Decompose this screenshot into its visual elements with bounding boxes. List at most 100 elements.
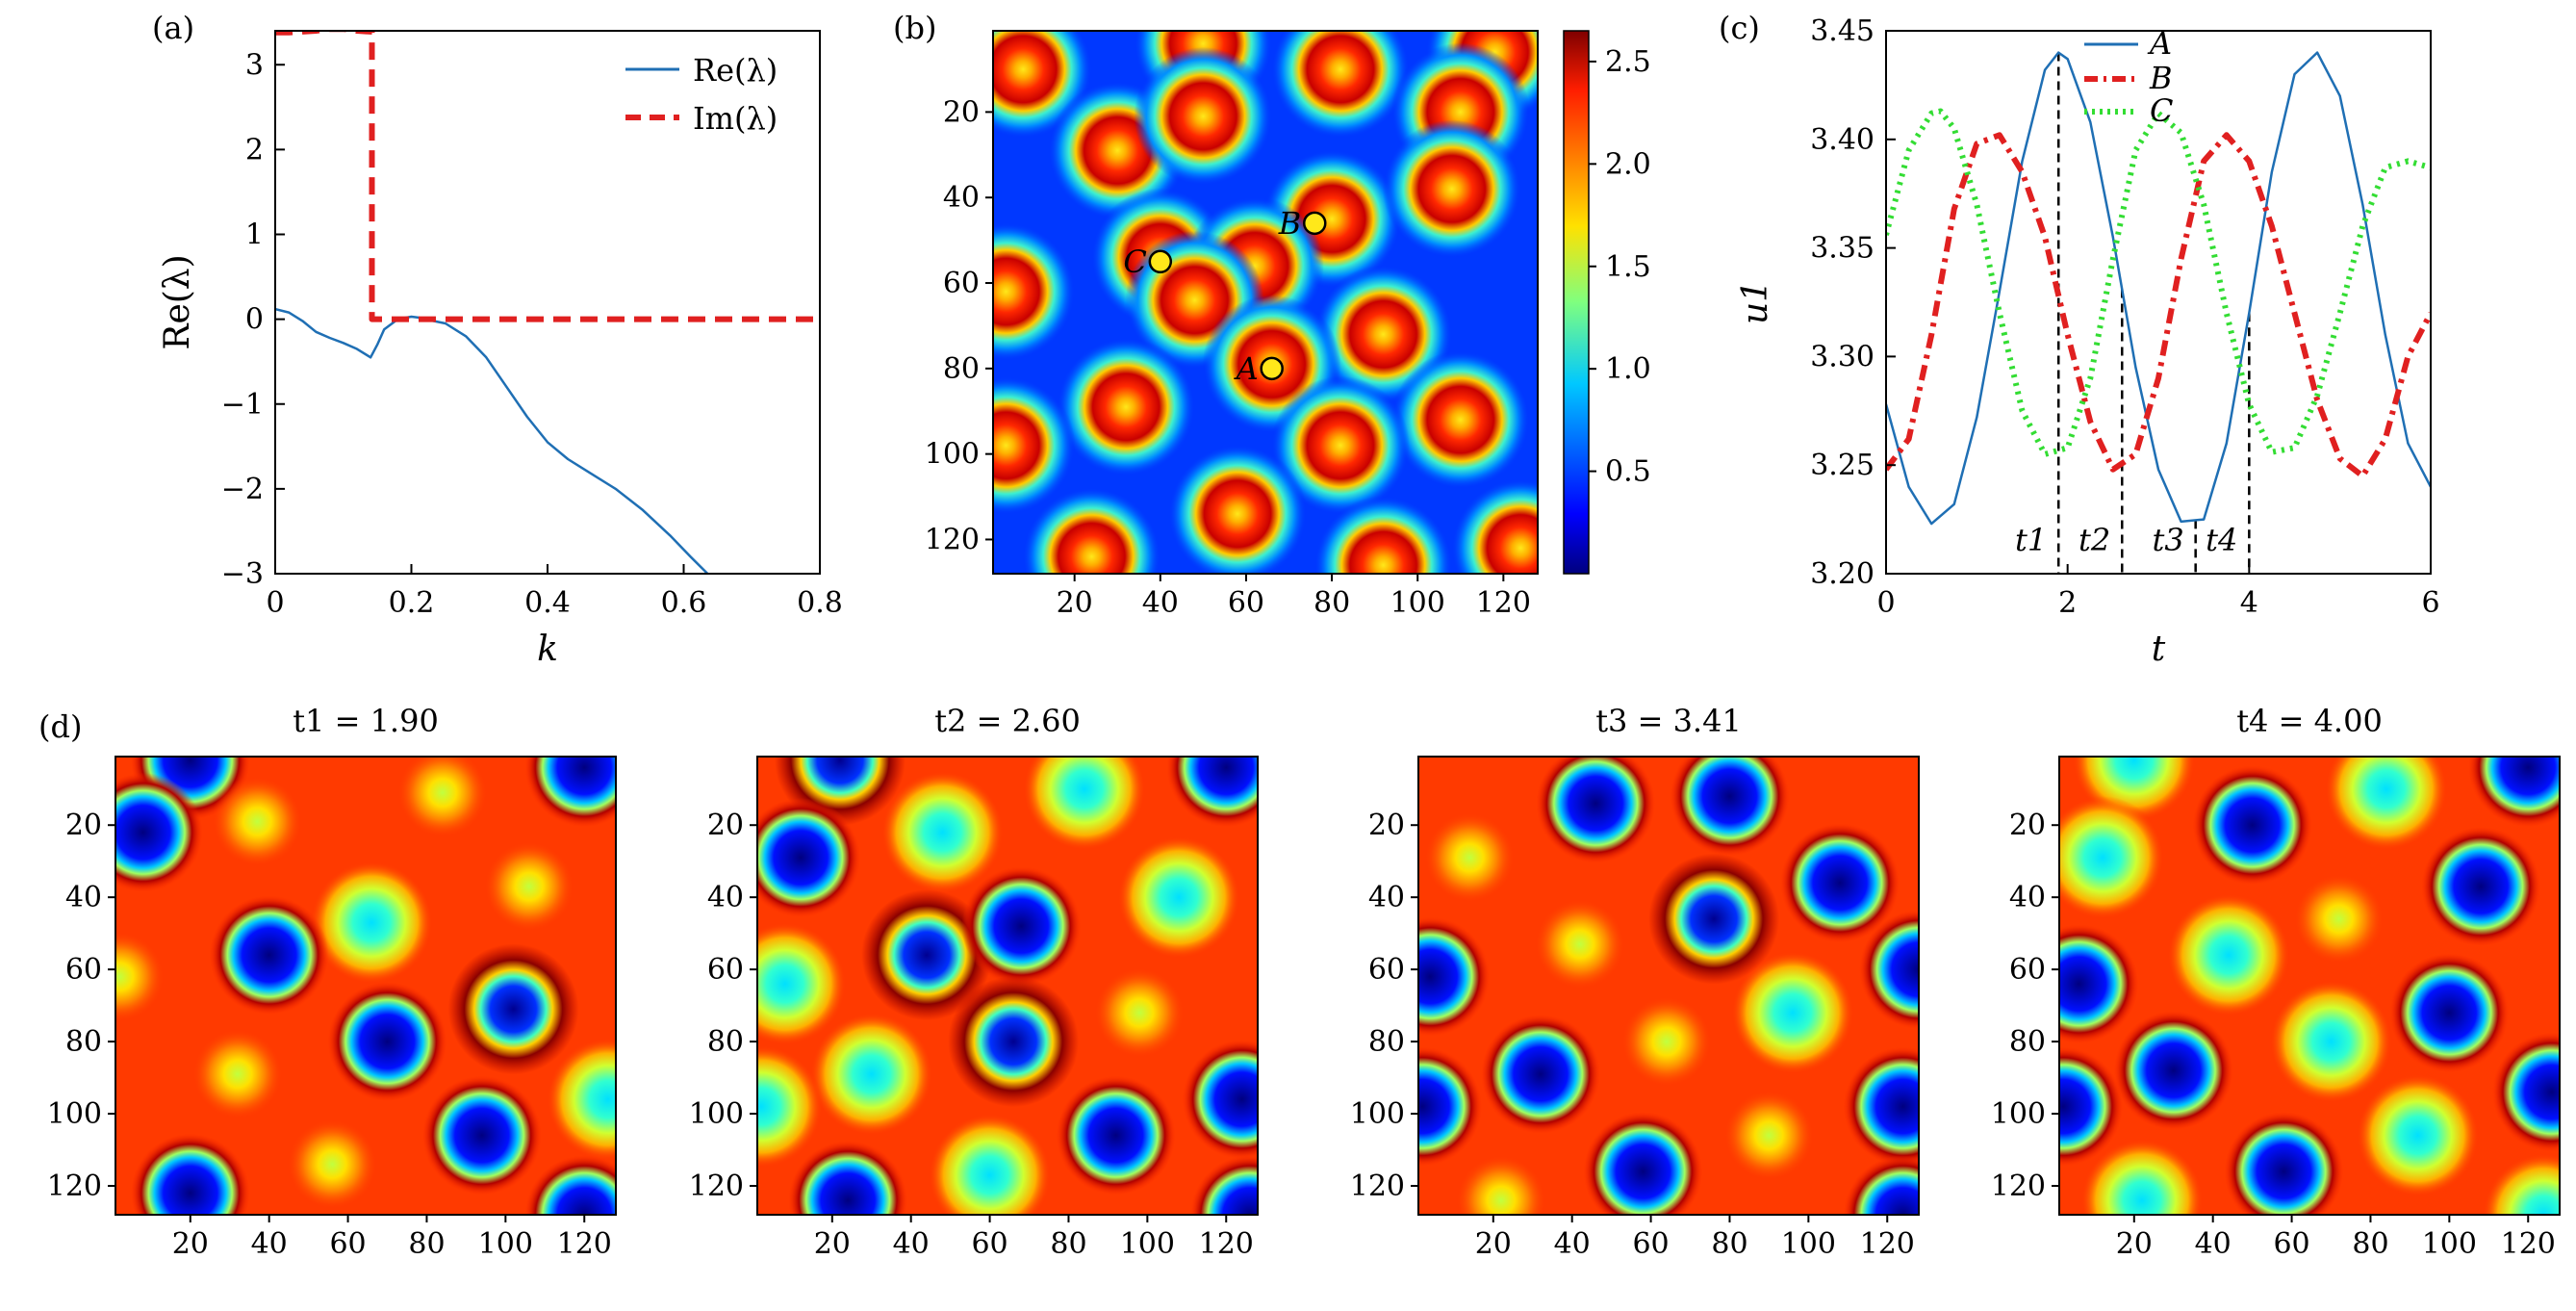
panel-a-xlabel: k xyxy=(537,630,558,669)
y-tick-label: 80 xyxy=(1368,1025,1405,1059)
pattern-spot xyxy=(1480,1014,1600,1134)
y-tick-label: 40 xyxy=(1368,881,1405,914)
panel-d-label: (d) xyxy=(38,708,82,745)
pattern-spot xyxy=(115,930,166,1023)
series-line-c-1 xyxy=(1886,132,2431,479)
x-tick-label: 6 xyxy=(2421,586,2439,620)
pattern-spot xyxy=(2059,924,2139,1044)
pattern-spot xyxy=(447,943,579,1075)
pattern-spot xyxy=(1189,1155,1258,1215)
pattern-spot xyxy=(2356,1073,2480,1197)
panel-b-frame xyxy=(992,30,1539,575)
y-tick-label: 20 xyxy=(707,809,744,842)
panel-d4-title: t4 = 4.00 xyxy=(2236,703,2383,739)
pattern-spot xyxy=(211,775,304,868)
pattern-spot xyxy=(1168,444,1308,574)
point-label-c: C xyxy=(1123,244,1146,280)
panel-c-xlabel: t xyxy=(2152,630,2166,669)
pattern-spot xyxy=(2269,980,2393,1104)
pattern-spot xyxy=(1843,1046,1919,1167)
x-tick-label: 20 xyxy=(1057,586,1093,620)
pattern-spot xyxy=(928,1113,1052,1215)
pattern-spot xyxy=(2059,1046,2124,1167)
y-tick-label: 120 xyxy=(1350,1170,1405,1203)
x-tick-label: 40 xyxy=(893,1227,930,1261)
pattern-spot xyxy=(1056,1075,1176,1195)
pattern-spot xyxy=(757,797,861,917)
legend-label-a: A xyxy=(2147,25,2172,62)
y-tick-label: 3 xyxy=(245,48,264,82)
x-tick-label: 120 xyxy=(1199,1227,1254,1261)
y-tick-label: −2 xyxy=(221,473,264,506)
pattern-spot xyxy=(2059,795,2165,919)
x-tick-label: 0.4 xyxy=(524,586,571,620)
x-tick-label: 100 xyxy=(478,1227,533,1261)
pattern-spot xyxy=(395,757,489,839)
pattern-spot xyxy=(1093,966,1186,1060)
legend-label-im: Im(λ) xyxy=(693,100,778,137)
panel-c-label: (c) xyxy=(1719,10,1760,46)
panel-c-ylabel: u1 xyxy=(1736,280,1775,324)
series-line-a-0 xyxy=(275,307,709,574)
y-tick-label: 60 xyxy=(65,953,102,987)
x-tick-label: 80 xyxy=(408,1227,445,1261)
pattern-spot xyxy=(2167,893,2291,1017)
y-tick-label: 120 xyxy=(47,1170,102,1203)
x-tick-label: 40 xyxy=(1142,586,1179,620)
y-tick-label: 120 xyxy=(1991,1170,2046,1203)
x-tick-label: 80 xyxy=(1314,586,1350,620)
panel-d1-title: t1 = 1.90 xyxy=(293,703,439,739)
x-tick-label: 0 xyxy=(266,586,284,620)
y-tick-label: 0 xyxy=(245,303,264,337)
pattern-spot xyxy=(1057,337,1196,476)
pattern-spot xyxy=(1451,478,1538,574)
pattern-spot xyxy=(1533,897,1626,990)
pattern-spot xyxy=(1270,375,1410,515)
y-tick-label: 60 xyxy=(943,267,980,300)
pattern-spot xyxy=(2292,872,2385,965)
y-tick-label: 20 xyxy=(2009,809,2046,842)
y-tick-label: 3.30 xyxy=(1810,340,1875,373)
time-marker-label: t2 xyxy=(2079,522,2110,558)
y-tick-label: 3.40 xyxy=(1810,123,1875,157)
y-tick-label: 120 xyxy=(925,523,980,556)
y-tick-label: 100 xyxy=(925,438,980,472)
pattern-spot xyxy=(524,1155,616,1215)
x-tick-label: 4 xyxy=(2240,586,2258,620)
pattern-spot xyxy=(1843,1155,1919,1215)
x-tick-label: 60 xyxy=(1632,1227,1669,1261)
x-tick-label: 120 xyxy=(557,1227,612,1261)
x-tick-label: 60 xyxy=(1228,586,1264,620)
y-tick-label: 100 xyxy=(689,1097,744,1131)
x-tick-label: 20 xyxy=(1475,1227,1512,1261)
pattern-spot xyxy=(2389,953,2510,1073)
pattern-spot xyxy=(1583,1112,1703,1215)
x-tick-label: 60 xyxy=(2273,1227,2309,1261)
panel-c-chart: 0 2 4 6 3.20 3.25 3.30 3.35 3.40 3.45 t1 t2 t3 t4 t u… xyxy=(1736,14,2440,669)
colorbar-tick-label: 2.5 xyxy=(1605,45,1651,79)
x-tick-label: 20 xyxy=(172,1227,209,1261)
pattern-spot xyxy=(1022,487,1161,574)
panel-b-label: (b) xyxy=(893,10,936,46)
pattern-spot xyxy=(1730,951,1854,1075)
panel-d3-title: t3 = 3.41 xyxy=(1595,703,1742,739)
pattern-spot xyxy=(1859,910,1919,1030)
pattern-spot xyxy=(1382,119,1521,259)
pattern-spot xyxy=(2482,1153,2560,1215)
y-tick-label: 3.20 xyxy=(1810,557,1875,591)
y-tick-label: 80 xyxy=(65,1025,102,1059)
x-tick-label: 0.8 xyxy=(797,586,843,620)
y-tick-label: 40 xyxy=(2009,881,2046,914)
y-tick-label: 40 xyxy=(707,881,744,914)
panel-d2-title: t2 = 2.60 xyxy=(934,703,1081,739)
point-marker-a xyxy=(1260,356,1284,381)
pattern-spot xyxy=(1780,823,1900,943)
pattern-spot xyxy=(1418,1046,1483,1167)
panel-d1-frame xyxy=(115,756,617,1216)
pattern-spot xyxy=(130,1133,250,1215)
y-tick-label: 80 xyxy=(2009,1025,2046,1059)
x-tick-label: 60 xyxy=(329,1227,366,1261)
y-tick-label: −1 xyxy=(221,388,264,422)
panel-d3-frame xyxy=(1417,756,1920,1216)
time-marker-label: t4 xyxy=(2206,522,2237,558)
